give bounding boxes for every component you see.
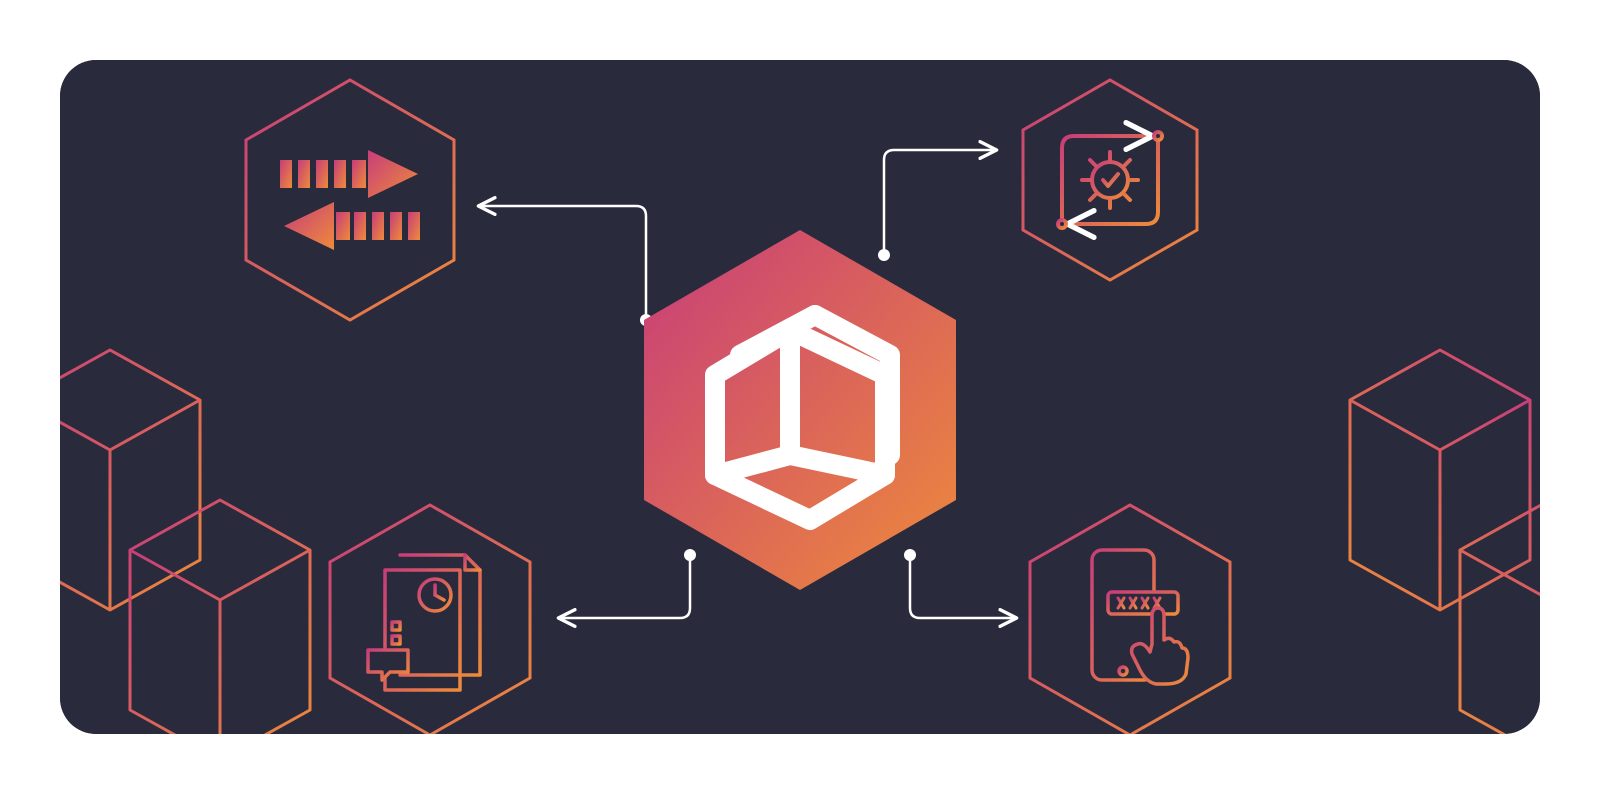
diagram-svg xyxy=(60,60,1540,734)
diagram-canvas xyxy=(60,60,1540,734)
